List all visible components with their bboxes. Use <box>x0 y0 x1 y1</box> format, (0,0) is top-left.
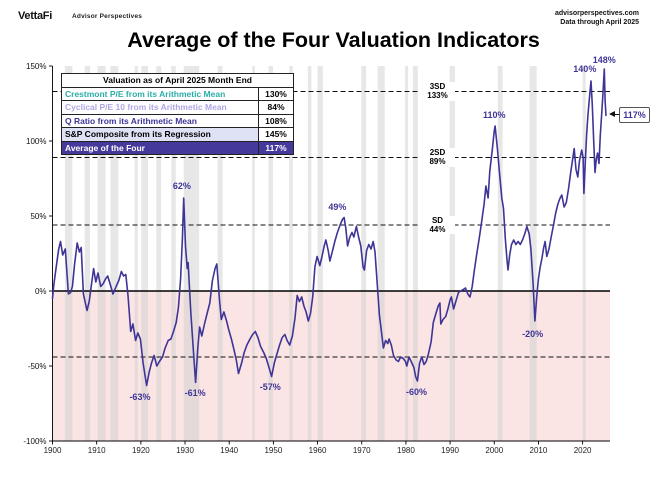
x-tick-label: 1970 <box>352 445 371 455</box>
recession-bar <box>97 66 106 441</box>
x-tick-label: 1990 <box>441 445 459 455</box>
vettafi-logo: VettaFi <box>18 10 52 22</box>
legend-value: 108% <box>258 114 293 128</box>
peak-trough-annotation: -61% <box>184 387 206 398</box>
data-through-date: Data through April 2025 <box>560 19 639 27</box>
y-tick-label: 50% <box>30 211 47 221</box>
peak-trough-annotation: 110% <box>482 110 506 120</box>
legend-value: 130% <box>258 87 293 101</box>
recession-bar <box>156 66 162 441</box>
recession-bar <box>582 66 586 441</box>
callout-arrow-icon <box>609 111 615 117</box>
x-tick-label: 1940 <box>220 445 239 455</box>
recession-bar <box>377 66 385 441</box>
legend-value: 117% <box>258 141 293 155</box>
legend-row-q-ratio: Q Ratio from its Arithmetic Mean 108% <box>62 113 293 128</box>
recession-bar <box>134 66 138 441</box>
peak-trough-annotation: -57% <box>259 382 281 393</box>
legend-row-average: Average of the Four 117% <box>62 140 293 155</box>
peak-trough-annotation: 148% <box>592 54 616 65</box>
valuation-line <box>51 68 607 387</box>
recession-bar <box>252 66 255 441</box>
x-tick-label: 1960 <box>308 445 327 455</box>
x-tick-label: 1900 <box>43 445 62 455</box>
x-tick-label: 2010 <box>529 445 548 455</box>
x-tick-label: 1910 <box>87 445 106 455</box>
recession-bar <box>307 66 312 441</box>
recession-bar <box>64 66 73 441</box>
x-tick-label: 1980 <box>397 445 415 455</box>
recession-bar <box>171 66 176 441</box>
legend-row-crestmont: Crestmont P/E from its Arithmetic Mean 1… <box>62 86 293 101</box>
y-tick-label: 0% <box>34 286 47 296</box>
recession-bar <box>268 66 273 441</box>
recession-bar <box>110 66 119 441</box>
sd-label: SD 44% <box>420 215 455 235</box>
x-tick-label: 1930 <box>176 445 194 455</box>
recession-bar <box>84 66 91 441</box>
legend-label: S&P Composite from its Regression <box>62 128 258 141</box>
legend-row-sp-composite: S&P Composite from its Regression 145% <box>62 127 293 141</box>
recession-bar <box>449 66 455 441</box>
page-title: Average of the Four Valuation Indicators <box>127 28 540 52</box>
y-tick-label: 100% <box>26 136 47 146</box>
x-tick-label: 1920 <box>131 445 150 455</box>
logo-tagline: Advisor Perspectives <box>72 13 143 20</box>
legend-label: Cyclical P/E 10 from its Arithmetic Mean <box>62 101 258 114</box>
recession-bar <box>141 66 148 441</box>
legend-label: Crestmont P/E from its Arithmetic Mean <box>62 87 258 101</box>
peak-trough-annotation: 140% <box>573 63 597 74</box>
peak-trough-annotation: 49% <box>328 202 347 213</box>
source-attribution: advisorperspectives.com Data through Apr… <box>555 9 639 27</box>
source-site: advisorperspectives.com <box>554 10 639 17</box>
valuation-legend-table: Valuation as of April 2025 Month End Cre… <box>61 73 294 156</box>
legend-value: 145% <box>258 128 293 141</box>
current-value-callout: 117% <box>619 106 650 123</box>
recession-bar <box>529 66 537 441</box>
legend-label: Q Ratio from its Arithmetic Mean <box>62 114 258 128</box>
x-tick-label: 2020 <box>573 445 592 455</box>
legend-label: Average of the Four <box>62 141 258 155</box>
peak-trough-annotation: -63% <box>129 392 151 402</box>
peak-trough-annotation: -20% <box>522 329 544 339</box>
x-tick-label: 2000 <box>485 445 504 455</box>
peak-trough-annotation: -60% <box>405 386 427 397</box>
legend-row-cyclical-pe10: Cyclical P/E 10 from its Arithmetic Mean… <box>62 100 293 114</box>
callout-arrow-stem <box>614 113 620 116</box>
y-tick-label: -50% <box>27 361 47 371</box>
recession-bar <box>217 66 223 441</box>
recession-bar <box>183 66 200 441</box>
recession-bar <box>412 66 418 441</box>
legend-header: Valuation as of April 2025 Month End <box>62 74 293 87</box>
recession-bar <box>405 66 409 441</box>
sd-label: 2SD 89% <box>420 148 455 167</box>
sd-label: 3SD 133% <box>420 82 455 101</box>
recession-bar <box>289 66 293 441</box>
x-tick-label: 1950 <box>264 445 283 455</box>
peak-trough-annotation: 62% <box>172 180 191 191</box>
legend-value: 84% <box>258 101 293 114</box>
recession-bar <box>317 66 323 441</box>
recession-bar <box>361 66 367 441</box>
recession-bar <box>497 66 503 441</box>
y-tick-label: -100% <box>23 436 47 446</box>
y-tick-label: 150% <box>26 61 47 71</box>
